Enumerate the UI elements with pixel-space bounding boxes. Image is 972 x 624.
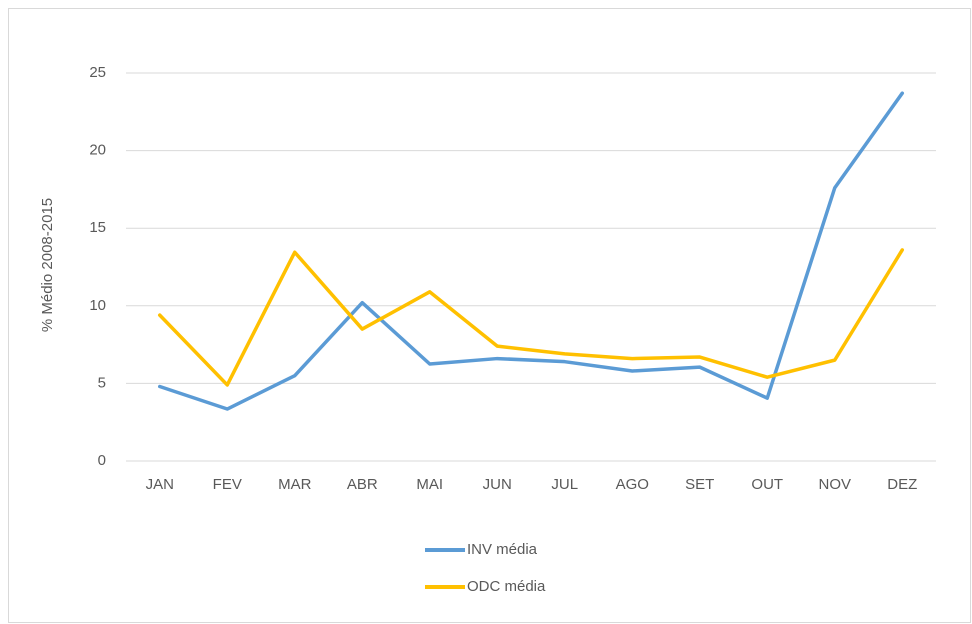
series-line	[158, 91, 904, 411]
chart-border	[8, 8, 971, 623]
x-tick-label: DEZ	[887, 476, 917, 493]
x-tick-label: NOV	[818, 476, 851, 493]
series-line	[158, 248, 904, 387]
x-tick-label: JUN	[483, 476, 512, 493]
x-tick-label: MAR	[278, 476, 312, 493]
x-tick-label: AGO	[616, 476, 649, 493]
x-tick-label: SET	[685, 476, 714, 493]
x-tick-label: FEV	[213, 476, 242, 493]
x-tick-label: JAN	[146, 476, 174, 493]
y-tick-label: 20	[89, 142, 106, 159]
y-tick-label: 0	[98, 452, 106, 469]
y-tick-label: 5	[98, 374, 106, 391]
y-tick-label: 25	[89, 64, 106, 81]
y-tick-label: 15	[89, 219, 106, 236]
legend-label: ODC média	[467, 578, 546, 595]
x-tick-label: OUT	[751, 476, 783, 493]
x-tick-label: MAI	[416, 476, 443, 493]
y-tick-label: 10	[89, 297, 106, 314]
y-axis-label: % Médio 2008-2015	[39, 198, 56, 332]
x-tick-label: JUL	[551, 476, 578, 493]
legend-label: INV média	[467, 541, 538, 558]
x-tick-label: ABR	[347, 476, 378, 493]
